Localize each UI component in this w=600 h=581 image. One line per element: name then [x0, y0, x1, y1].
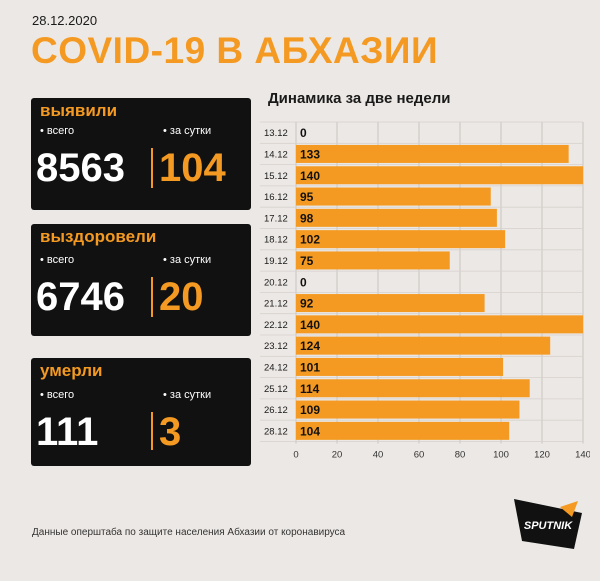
- category-label: 18.12: [264, 235, 288, 246]
- bar: [296, 294, 485, 313]
- value-label: 101: [300, 360, 320, 374]
- bar: [296, 421, 510, 440]
- bar: [296, 400, 520, 419]
- value-label: 104: [300, 424, 320, 438]
- x-tick-label: 80: [455, 450, 466, 461]
- page-title: COVID-19 В АБХАЗИИ: [31, 30, 439, 71]
- card-title: выявили: [40, 101, 118, 120]
- category-label: 22.12: [264, 320, 288, 331]
- total-value: 8563: [36, 146, 125, 190]
- x-tick-label: 0: [293, 450, 298, 461]
- value-label: 0: [300, 275, 307, 289]
- card-title: умерли: [40, 361, 103, 380]
- value-label: 102: [300, 233, 320, 247]
- card-died: умерли • всего • за сутки 111 3: [31, 358, 251, 466]
- category-label: 17.12: [264, 213, 288, 224]
- x-tick-label: 100: [493, 450, 509, 461]
- day-value: 3: [159, 410, 182, 454]
- value-label: 95: [300, 190, 314, 204]
- card-recovered: выздоровели • всего • за сутки 6746 20: [31, 224, 251, 336]
- x-tick-label: 140: [575, 450, 590, 461]
- x-tick-label: 20: [332, 450, 343, 461]
- value-label: 98: [300, 211, 314, 225]
- logo-text: SPUTNIK: [524, 520, 573, 532]
- bar: [296, 357, 504, 376]
- category-label: 15.12: [264, 171, 288, 182]
- value-label: 109: [300, 403, 320, 417]
- value-label: 140: [300, 169, 320, 183]
- separator: [151, 277, 153, 317]
- category-label: 13.12: [264, 128, 288, 139]
- day-value: 20: [159, 275, 204, 319]
- category-label: 21.12: [264, 299, 288, 310]
- bar: [296, 336, 551, 355]
- card-title: выздоровели: [40, 227, 157, 246]
- category-label: 25.12: [264, 384, 288, 395]
- value-label: 0: [300, 126, 307, 140]
- value-label: 114: [300, 382, 320, 396]
- bar: [296, 315, 583, 334]
- bar-chart: 13.12 0 14.12 133 15.12 140 16.12 95 17.12 98 18.1…: [260, 121, 590, 461]
- day-label: • за сутки: [163, 125, 212, 137]
- value-label: 133: [300, 147, 320, 161]
- category-label: 26.12: [264, 405, 288, 416]
- total-label: • всего: [40, 125, 75, 137]
- bar: [296, 144, 569, 163]
- chart-title: Динамика за две недели: [268, 90, 451, 107]
- category-label: 28.12: [264, 426, 288, 437]
- category-label: 14.12: [264, 149, 288, 160]
- x-tick-label: 120: [534, 450, 550, 461]
- x-tick-label: 40: [373, 450, 384, 461]
- bar: [296, 166, 583, 185]
- card-detected: выявили • всего • за сутки 8563 104: [31, 98, 251, 210]
- bar: [296, 230, 506, 249]
- value-label: 124: [300, 339, 320, 353]
- category-label: 19.12: [264, 256, 288, 267]
- category-label: 16.12: [264, 192, 288, 203]
- footnote: Данные оперштаба по защите населения Абх…: [32, 527, 346, 538]
- bar: [296, 208, 497, 227]
- bar: [296, 251, 450, 270]
- total-label: • всего: [40, 254, 75, 266]
- sputnik-logo: SPUTNIK: [514, 499, 582, 549]
- category-label: 23.12: [264, 341, 288, 352]
- total-value: 6746: [36, 275, 125, 319]
- value-label: 92: [300, 297, 314, 311]
- separator: [151, 412, 153, 450]
- day-label: • за сутки: [163, 254, 212, 266]
- day-value: 104: [159, 146, 226, 190]
- value-label: 140: [300, 318, 320, 332]
- total-value: 111: [36, 410, 99, 454]
- value-label: 75: [300, 254, 314, 268]
- total-label: • всего: [40, 389, 75, 401]
- bar: [296, 187, 491, 206]
- day-label: • за сутки: [163, 389, 212, 401]
- category-label: 24.12: [264, 362, 288, 373]
- bar: [296, 379, 530, 398]
- date: 28.12.2020: [32, 13, 98, 28]
- separator: [151, 148, 153, 188]
- category-label: 20.12: [264, 277, 288, 288]
- x-tick-label: 60: [414, 450, 425, 461]
